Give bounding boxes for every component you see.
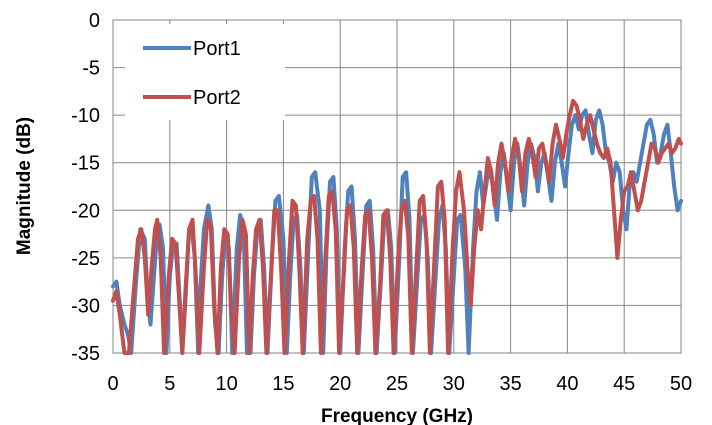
x-tick-label: 20 <box>329 373 351 395</box>
series-line-port2 <box>111 98 683 355</box>
x-tick-label: 40 <box>556 373 578 395</box>
y-tick-label: -20 <box>71 200 100 222</box>
x-tick-label: 25 <box>386 373 408 395</box>
x-tick-label: 45 <box>613 373 635 395</box>
legend-label-port2: Port2 <box>193 87 241 109</box>
y-tick-label: 0 <box>89 10 100 32</box>
y-tick-label: -35 <box>71 343 100 365</box>
x-tick-labels: 0 5 10 15 20 25 30 35 40 45 50 <box>107 373 692 395</box>
y-tick-label: -15 <box>71 153 100 175</box>
x-tick-label: 35 <box>499 373 521 395</box>
x-tick-label: 5 <box>164 373 175 395</box>
x-tick-label: 10 <box>215 373 237 395</box>
y-tick-label: -10 <box>71 105 100 127</box>
legend-box <box>125 24 285 120</box>
y-tick-label: -25 <box>71 248 100 270</box>
y-tick-label: -30 <box>71 295 100 317</box>
legend: Port1 Port2 <box>125 24 285 120</box>
x-axis-title: Frequency (GHz) <box>321 406 473 425</box>
legend-label-port1: Port1 <box>193 38 241 60</box>
y-axis-title: Magnitude (dB) <box>14 117 35 255</box>
x-tick-label: 50 <box>670 373 692 395</box>
x-tick-label: 15 <box>272 373 294 395</box>
series-layer <box>111 98 683 355</box>
x-tick-label: 0 <box>107 373 118 395</box>
plot-area <box>112 19 682 354</box>
y-tick-label: -5 <box>82 58 100 80</box>
x-tick-label: 30 <box>443 373 465 395</box>
y-tick-labels: 0 -5 -10 -15 -20 -25 -30 -35 <box>71 10 100 365</box>
